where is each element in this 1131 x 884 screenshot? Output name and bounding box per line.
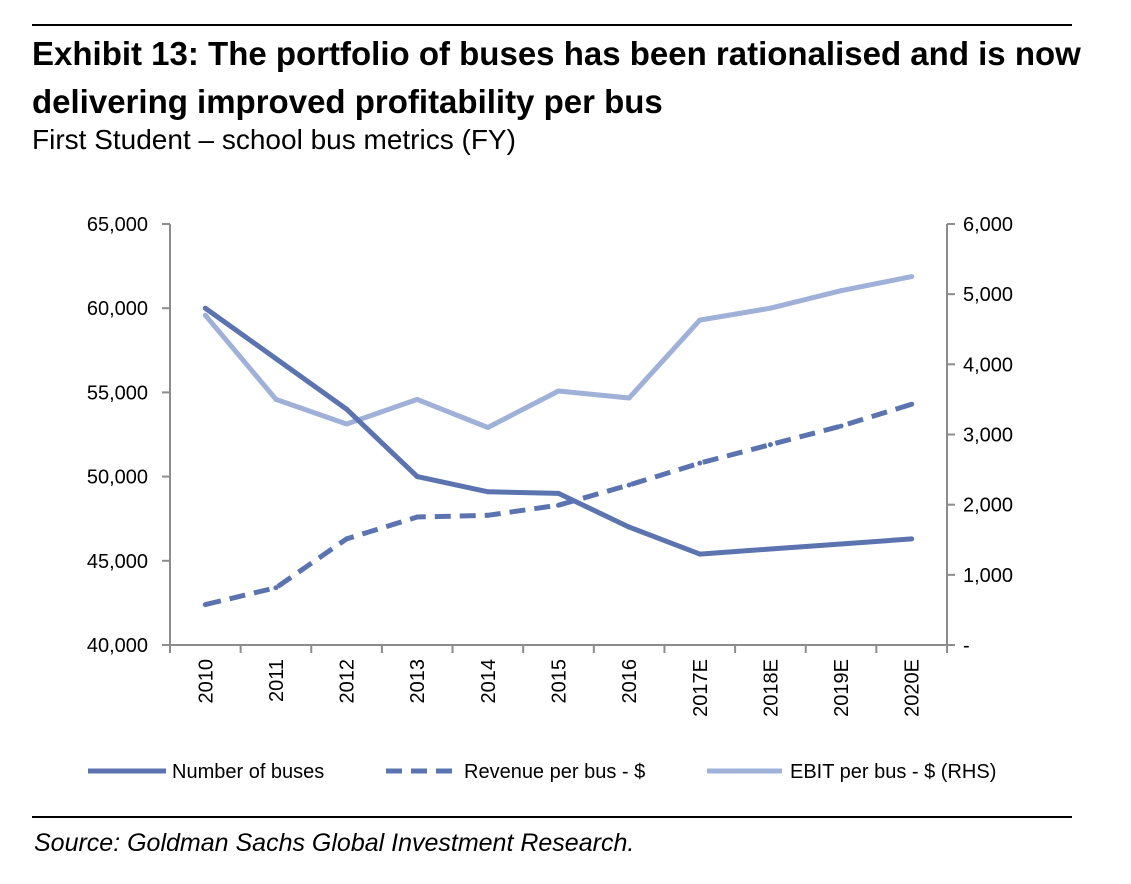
- left-y-axis: 40,000 45,000 50,000 55,000 60,000 65,000: [87, 214, 171, 657]
- x-tick-label: 2017E: [690, 659, 712, 717]
- data-point-ebit-per-bus-rhs: [202, 312, 208, 318]
- data-point-revenue-per-bus: [767, 442, 773, 448]
- right-tick-label: 1,000: [963, 565, 1013, 587]
- legend-item-revenue-per-bus: Revenue per bus - $: [386, 761, 645, 783]
- data-point-number-of-buses: [202, 305, 208, 311]
- legend-label: Revenue per bus - $: [464, 761, 645, 783]
- data-point-ebit-per-bus-rhs: [344, 421, 350, 427]
- top-rule: [32, 24, 1072, 26]
- data-point-number-of-buses: [767, 546, 773, 552]
- data-point-revenue-per-bus: [202, 602, 208, 608]
- x-tick-label: 2013: [407, 659, 429, 704]
- right-tick-label: 6,000: [963, 214, 1013, 236]
- data-point-revenue-per-bus: [626, 482, 632, 488]
- data-point-revenue-per-bus: [838, 423, 844, 429]
- data-point-revenue-per-bus: [909, 401, 915, 407]
- x-tick-label: 2019E: [831, 659, 853, 717]
- right-y-axis: - 1,000 2,000 3,000 4,000 5,000 6,000: [946, 214, 1013, 657]
- data-point-revenue-per-bus: [273, 585, 279, 591]
- legend-label: EBIT per bus - $ (RHS): [790, 761, 996, 783]
- series-layer: [202, 274, 915, 608]
- series-number-of-buses: [202, 305, 915, 557]
- data-point-revenue-per-bus: [556, 502, 561, 508]
- data-point-number-of-buses: [556, 490, 561, 496]
- data-point-number-of-buses: [697, 551, 703, 557]
- data-point-ebit-per-bus-rhs: [626, 395, 632, 401]
- right-tick-label: 4,000: [963, 354, 1013, 376]
- data-point-ebit-per-bus-rhs: [767, 305, 773, 311]
- data-point-ebit-per-bus-rhs: [556, 388, 561, 394]
- x-tick-label: 2012: [337, 659, 359, 704]
- data-point-revenue-per-bus: [485, 512, 491, 518]
- data-point-number-of-buses: [414, 474, 420, 480]
- data-point-ebit-per-bus-rhs: [838, 288, 844, 294]
- right-tick-label: -: [963, 635, 970, 657]
- chart-subtitle: First Student – school bus metrics (FY): [32, 124, 516, 155]
- legend-label: Number of buses: [172, 761, 324, 783]
- data-point-revenue-per-bus: [414, 514, 420, 520]
- legend: Number of buses Revenue per bus - $ EBIT p…: [88, 761, 996, 783]
- left-tick-label: 55,000: [87, 382, 148, 404]
- data-point-revenue-per-bus: [344, 536, 350, 542]
- bottom-rule: [32, 816, 1072, 818]
- data-point-number-of-buses: [626, 524, 632, 530]
- data-point-ebit-per-bus-rhs: [414, 396, 420, 402]
- series-ebit-per-bus-rhs: [202, 274, 915, 430]
- data-point-revenue-per-bus: [697, 460, 703, 466]
- data-point-ebit-per-bus-rhs: [697, 317, 703, 323]
- series-line-revenue-per-bus: [204, 401, 913, 608]
- legend-item-ebit-per-bus-rhs: EBIT per bus - $ (RHS): [707, 761, 996, 783]
- data-point-ebit-per-bus-rhs: [909, 274, 915, 280]
- legend-item-number-of-buses: Number of buses: [88, 761, 324, 783]
- right-tick-label: 5,000: [963, 284, 1013, 306]
- exhibit-title: Exhibit 13: The portfolio of buses has b…: [32, 35, 1081, 120]
- data-point-number-of-buses: [909, 536, 915, 542]
- right-tick-label: 2,000: [963, 495, 1013, 517]
- data-point-ebit-per-bus-rhs: [485, 424, 491, 430]
- left-tick-label: 40,000: [87, 635, 148, 657]
- data-point-number-of-buses: [344, 406, 350, 412]
- x-tick-label: 2018E: [760, 659, 782, 717]
- series-line-ebit-per-bus-rhs: [203, 274, 913, 430]
- x-tick-label: 2015: [549, 659, 571, 704]
- x-tick-label: 2010: [195, 659, 217, 704]
- left-tick-label: 45,000: [87, 551, 148, 573]
- x-tick-label: 2011: [266, 659, 288, 702]
- left-tick-label: 65,000: [87, 214, 148, 236]
- left-tick-label: 50,000: [87, 467, 148, 489]
- data-point-number-of-buses: [273, 356, 279, 362]
- data-point-number-of-buses: [485, 489, 491, 495]
- x-tick-label: 2014: [478, 659, 500, 704]
- series-revenue-per-bus: [202, 401, 915, 608]
- x-tick-label: 2020E: [902, 659, 924, 717]
- left-tick-label: 60,000: [87, 298, 148, 320]
- x-tick-label: 2016: [619, 659, 641, 704]
- series-line-number-of-buses: [203, 306, 912, 557]
- source-note: Source: Goldman Sachs Global Investment …: [34, 829, 635, 857]
- x-axis: 2010 2011 2012 2013 2014 2015 2016 2017E 2018E 20…: [169, 644, 948, 717]
- data-point-ebit-per-bus-rhs: [273, 396, 279, 402]
- right-tick-label: 3,000: [963, 425, 1013, 447]
- data-point-number-of-buses: [838, 541, 844, 547]
